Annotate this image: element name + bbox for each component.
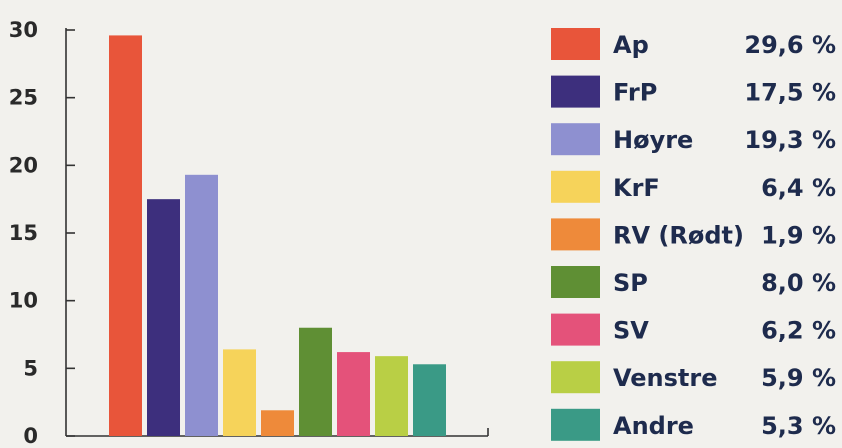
legend-value: 6,2 %	[761, 317, 836, 345]
legend-value: 5,3 %	[761, 412, 836, 440]
y-tick-label: 0	[23, 424, 38, 448]
legend-label: SP	[613, 269, 648, 297]
legend-swatch	[551, 170, 600, 203]
bar-5	[261, 410, 294, 436]
legend-value: 19,3 %	[744, 126, 836, 154]
legend-swatch	[551, 361, 600, 394]
legend-swatch	[551, 408, 600, 441]
legend: Ap 29,6 % FrP 17,5 % Høyre 19,3 % KrF 6,4 % RV (…	[551, 28, 836, 441]
bars	[109, 35, 446, 437]
legend-value: 17,5 %	[744, 79, 836, 107]
legend-label: RV (Rødt)	[613, 221, 744, 249]
legend-value: 1,9 %	[761, 221, 836, 249]
legend-label: Høyre	[613, 126, 693, 154]
legend-label: Andre	[613, 412, 694, 440]
bar-1	[109, 35, 142, 437]
bar-3	[185, 174, 218, 436]
bar-8	[375, 356, 408, 436]
legend-label: KrF	[613, 174, 660, 202]
y-tick-label: 20	[9, 153, 38, 177]
bar-2	[147, 199, 180, 436]
legend-swatch	[551, 266, 600, 298]
legend-swatch	[551, 75, 600, 108]
legend-value: 8,0 %	[761, 269, 836, 297]
y-tick-label: 15	[9, 221, 38, 245]
y-tick-label: 10	[9, 289, 38, 313]
y-tick-label: 25	[9, 86, 38, 110]
bar-4	[223, 349, 256, 436]
legend-value: 6,4 %	[761, 174, 836, 202]
legend-swatch	[551, 218, 600, 251]
legend-swatch	[551, 123, 600, 156]
legend-label: FrP	[613, 79, 657, 107]
legend-label: Venstre	[613, 364, 718, 392]
legend-label: SV	[613, 317, 649, 345]
legend-swatch	[551, 313, 600, 346]
axes: 0 5 10 15 20 25 30	[9, 18, 489, 448]
legend-label: Ap	[613, 31, 649, 59]
y-tick-label: 30	[9, 18, 38, 42]
bar-6	[299, 327, 332, 436]
bar-9	[413, 364, 446, 436]
legend-value: 5,9 %	[761, 364, 836, 392]
y-tick-label: 5	[23, 356, 38, 380]
bar-7	[337, 352, 370, 436]
legend-swatch	[551, 28, 600, 60]
legend-value: 29,6 %	[744, 31, 836, 59]
